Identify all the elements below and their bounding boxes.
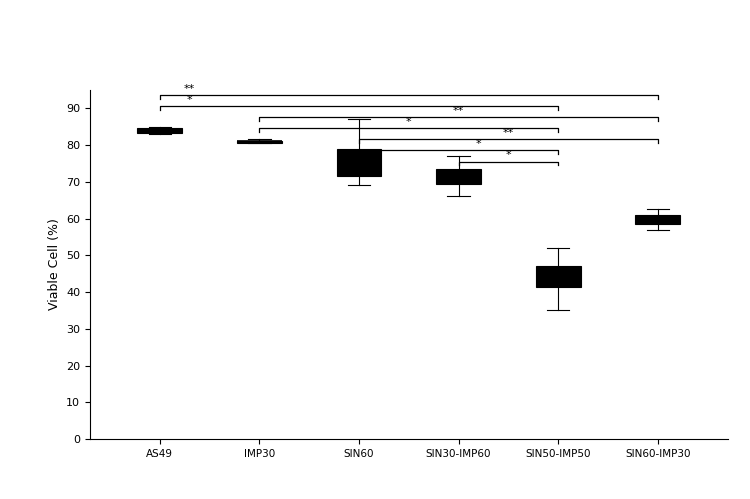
Text: **: ** bbox=[453, 106, 464, 116]
PathPatch shape bbox=[237, 141, 282, 143]
Text: **: ** bbox=[503, 128, 514, 138]
Text: *: * bbox=[506, 150, 512, 160]
Y-axis label: Viable Cell (%): Viable Cell (%) bbox=[47, 219, 61, 310]
Text: *: * bbox=[187, 95, 193, 105]
Text: *: * bbox=[476, 139, 482, 149]
Text: *: * bbox=[406, 117, 412, 127]
PathPatch shape bbox=[436, 169, 481, 184]
Text: **: ** bbox=[184, 84, 195, 94]
PathPatch shape bbox=[137, 128, 182, 133]
PathPatch shape bbox=[635, 215, 680, 224]
PathPatch shape bbox=[536, 266, 580, 286]
PathPatch shape bbox=[337, 149, 381, 176]
